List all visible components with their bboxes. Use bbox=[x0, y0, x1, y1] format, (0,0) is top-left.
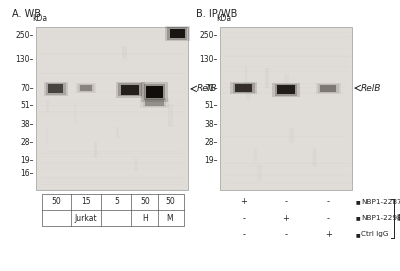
Bar bbox=[233, 83, 255, 93]
Text: ■: ■ bbox=[356, 199, 360, 204]
Text: ■: ■ bbox=[356, 232, 360, 237]
Bar bbox=[118, 83, 142, 96]
Bar bbox=[121, 85, 139, 95]
Bar bbox=[144, 84, 166, 100]
Text: 130–: 130– bbox=[16, 55, 34, 64]
Text: B. IP/WB: B. IP/WB bbox=[196, 9, 237, 19]
Bar bbox=[146, 86, 163, 98]
Text: ■: ■ bbox=[356, 216, 360, 221]
Text: 19–: 19– bbox=[204, 156, 218, 165]
Text: -: - bbox=[284, 230, 288, 239]
Bar bbox=[278, 85, 294, 94]
Bar bbox=[220, 27, 352, 190]
Text: -: - bbox=[242, 214, 245, 223]
Text: NBP1-22878: NBP1-22878 bbox=[361, 199, 400, 205]
Text: -: - bbox=[284, 197, 288, 207]
Text: 50: 50 bbox=[165, 197, 175, 207]
Text: -: - bbox=[327, 214, 330, 223]
Text: -: - bbox=[242, 230, 245, 239]
Bar bbox=[272, 83, 300, 97]
Bar bbox=[76, 83, 96, 93]
Bar bbox=[275, 84, 297, 95]
Text: 51–: 51– bbox=[204, 101, 218, 110]
Text: 51–: 51– bbox=[20, 101, 34, 110]
Bar bbox=[318, 84, 338, 93]
Text: 28–: 28– bbox=[205, 138, 218, 147]
Text: RelB: RelB bbox=[360, 83, 381, 93]
Bar bbox=[36, 27, 188, 190]
Text: 38–: 38– bbox=[204, 120, 218, 129]
Text: 70–: 70– bbox=[20, 84, 34, 93]
Text: M: M bbox=[166, 214, 173, 223]
Text: 130–: 130– bbox=[200, 55, 218, 64]
Bar bbox=[230, 82, 258, 94]
Bar bbox=[320, 85, 336, 92]
Bar bbox=[170, 29, 185, 38]
Bar bbox=[146, 99, 164, 106]
Bar bbox=[316, 83, 341, 94]
Text: 15: 15 bbox=[81, 197, 91, 207]
Text: +: + bbox=[325, 230, 332, 239]
Text: 19–: 19– bbox=[20, 156, 34, 165]
Text: 5: 5 bbox=[114, 197, 119, 207]
Bar bbox=[78, 84, 94, 92]
Text: -: - bbox=[327, 197, 330, 207]
Text: kDa: kDa bbox=[216, 14, 231, 23]
Text: +: + bbox=[240, 197, 247, 207]
Text: 38–: 38– bbox=[20, 120, 34, 129]
Text: RelB: RelB bbox=[196, 84, 217, 93]
Text: 50: 50 bbox=[51, 197, 61, 207]
Bar bbox=[141, 82, 168, 102]
Text: IP: IP bbox=[396, 214, 400, 223]
Bar bbox=[140, 98, 169, 108]
Text: NBP1-22980: NBP1-22980 bbox=[361, 215, 400, 221]
Bar bbox=[48, 85, 63, 93]
Text: Ctrl IgG: Ctrl IgG bbox=[361, 231, 388, 237]
Text: Jurkat: Jurkat bbox=[75, 214, 98, 223]
Text: 250–: 250– bbox=[16, 31, 34, 40]
Bar bbox=[165, 26, 190, 41]
Bar bbox=[44, 82, 68, 96]
Text: 16–: 16– bbox=[20, 169, 34, 178]
Text: kDa: kDa bbox=[32, 14, 47, 23]
Bar bbox=[143, 98, 166, 107]
Text: A. WB: A. WB bbox=[12, 9, 41, 19]
Bar bbox=[80, 85, 92, 91]
Text: 70–: 70– bbox=[204, 84, 218, 93]
Bar bbox=[235, 84, 252, 92]
Bar bbox=[42, 194, 184, 226]
Text: +: + bbox=[282, 214, 290, 223]
Text: 50: 50 bbox=[140, 197, 150, 207]
Bar bbox=[116, 82, 145, 98]
Text: H: H bbox=[142, 214, 148, 223]
Bar bbox=[46, 83, 66, 95]
Text: 250–: 250– bbox=[200, 31, 218, 40]
Bar bbox=[168, 27, 187, 40]
Text: 28–: 28– bbox=[21, 138, 34, 147]
